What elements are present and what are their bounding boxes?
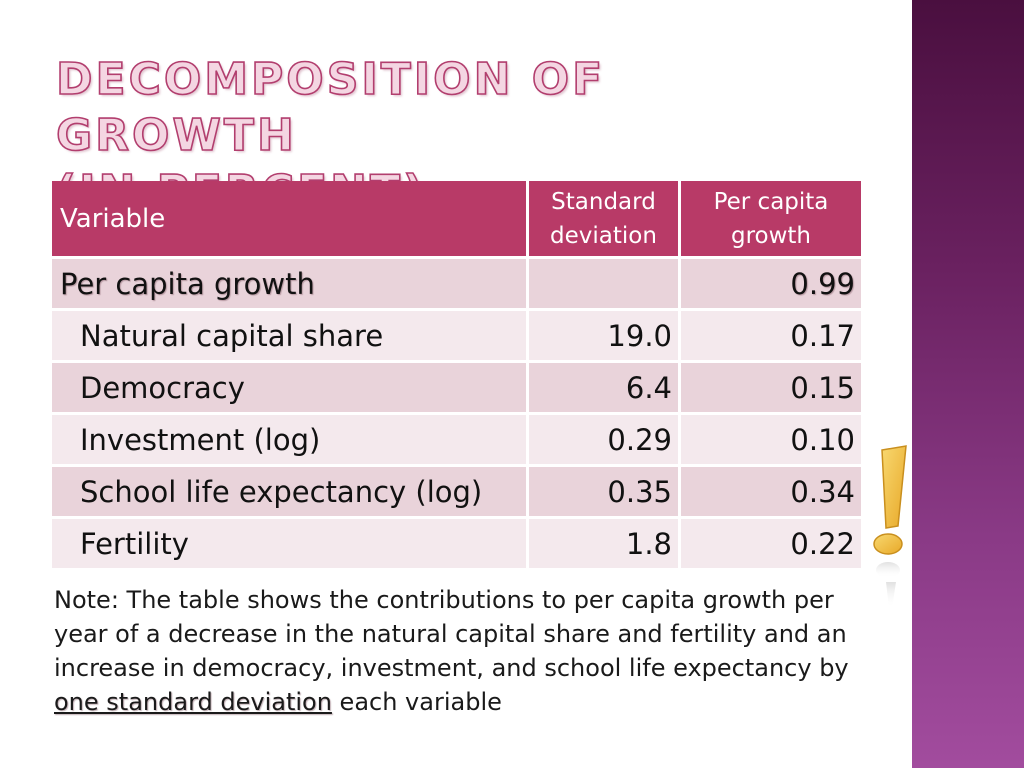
cell-variable: School life expectancy (log): [52, 467, 529, 519]
cell-variable: Natural capital share: [52, 311, 529, 363]
table-row: School life expectancy (log) 0.35 0.34: [52, 467, 861, 519]
cell-growth: 0.34: [681, 467, 861, 519]
note-highlight: one standard deviation: [54, 688, 332, 716]
table-row: Natural capital share 19.0 0.17: [52, 311, 861, 363]
cell-std-dev: 6.4: [529, 363, 681, 415]
header-growth-line-1: Per capita: [713, 188, 829, 215]
table-row: Per capita growth 0.99: [52, 259, 861, 311]
table-header-row: Variable Standard deviation Per capita g…: [52, 181, 861, 259]
cell-variable: Per capita growth: [52, 259, 529, 311]
cell-std-dev: 0.29: [529, 415, 681, 467]
cell-std-dev: [529, 259, 681, 311]
exclamation-mark-icon: [873, 445, 907, 608]
table-row: Fertility 1.8 0.22: [52, 519, 861, 571]
cell-growth: 0.10: [681, 415, 861, 467]
cell-std-dev: 0.35: [529, 467, 681, 519]
growth-decomposition-table: Variable Standard deviation Per capita g…: [52, 181, 861, 571]
cell-variable: Fertility: [52, 519, 529, 571]
header-std-dev-line-2: deviation: [550, 222, 657, 249]
title-line-1: Decomposition of Growth: [55, 53, 606, 162]
decorative-sidebar: [912, 0, 1024, 768]
header-variable: Variable: [52, 181, 529, 259]
header-growth-line-2: growth: [730, 222, 812, 249]
cell-growth: 0.22: [681, 519, 861, 571]
cell-growth: 0.99: [681, 259, 861, 311]
table-row: Democracy 6.4 0.15: [52, 363, 861, 415]
cell-variable: Democracy: [52, 363, 529, 415]
table-note: Note: The table shows the contributions …: [54, 583, 874, 719]
header-growth: Per capita growth: [681, 181, 861, 259]
cell-growth: 0.17: [681, 311, 861, 363]
table-row: Investment (log) 0.29 0.10: [52, 415, 861, 467]
note-prefix: Note: The table shows the contributions …: [54, 586, 849, 682]
cell-growth: 0.15: [681, 363, 861, 415]
note-suffix: each variable: [331, 688, 502, 716]
cell-std-dev: 1.8: [529, 519, 681, 571]
cell-std-dev: 19.0: [529, 311, 681, 363]
header-std-dev: Standard deviation: [529, 181, 681, 259]
header-std-dev-line-1: Standard: [551, 188, 656, 215]
cell-variable: Investment (log): [52, 415, 529, 467]
